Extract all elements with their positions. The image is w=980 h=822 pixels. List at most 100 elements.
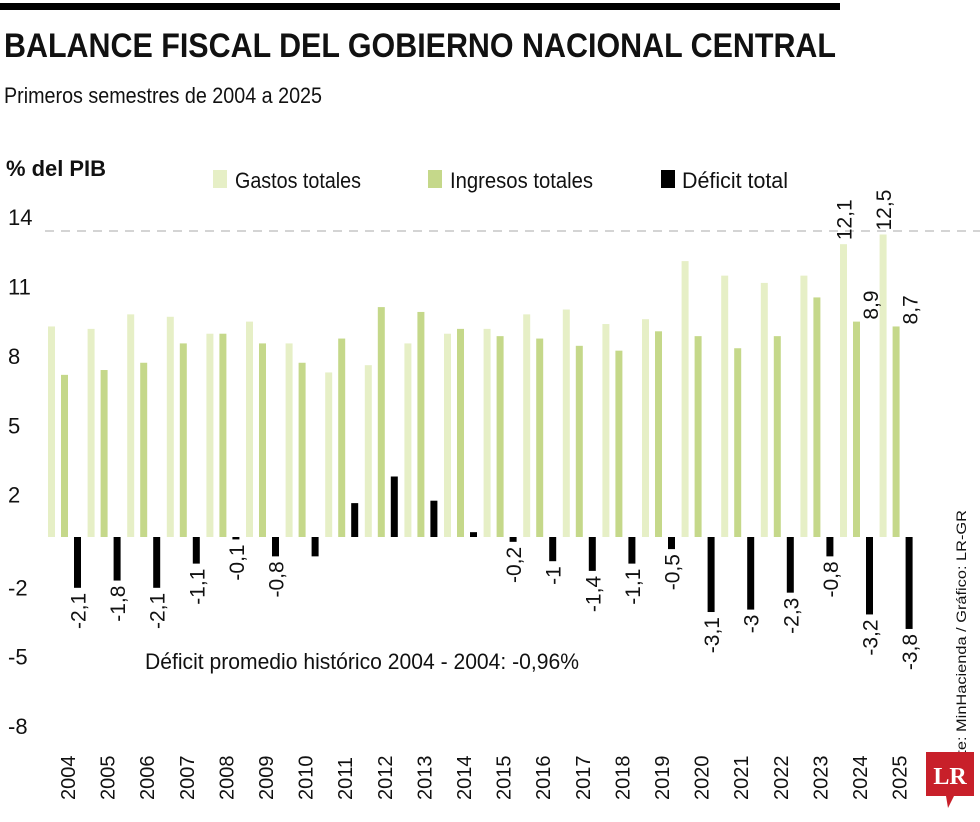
- deficit-data-label: -2,1: [68, 593, 91, 629]
- x-tick-label: 2008: [216, 756, 238, 801]
- bar-ingresos-2008: [219, 333, 227, 537]
- bar-ingresos-2021: [734, 348, 742, 537]
- bar-gastos-2018: [602, 324, 610, 537]
- x-tick-label: 2023: [810, 756, 832, 801]
- bar-deficit-2017: [588, 537, 596, 571]
- deficit-data-label: -1,1: [186, 569, 209, 605]
- deficit-data-label: -0,5: [662, 554, 685, 590]
- bar-gastos-2015: [483, 328, 491, 537]
- bars: [48, 234, 913, 629]
- legend-label-deficit: Déficit total: [682, 168, 788, 193]
- deficit-data-label: -1,8: [107, 586, 130, 622]
- bar-gastos-2009: [246, 321, 253, 537]
- y-axis-label: % del PIB: [6, 156, 106, 181]
- bar-deficit-2024: [866, 537, 873, 615]
- x-tick-label: 2004: [58, 756, 80, 801]
- logo-box: [926, 752, 974, 796]
- x-tick-label: 2010: [296, 756, 318, 801]
- bar-ingresos-2020: [694, 336, 702, 537]
- bar-deficit-2006: [153, 537, 161, 588]
- bar-gastos-2019: [642, 319, 649, 537]
- y-tick-label: 8: [8, 344, 20, 369]
- bar-deficit-2007: [192, 537, 200, 564]
- gastos-data-label: 12,5: [873, 190, 896, 231]
- bar-gastos-2014: [444, 333, 451, 537]
- bar-gastos-2013: [404, 343, 412, 537]
- bar-gastos-2006: [127, 314, 135, 537]
- y-tick-label: 5: [8, 413, 20, 438]
- bar-deficit-2012: [390, 476, 398, 537]
- top-rule: [0, 3, 840, 10]
- x-tick-label: 2014: [454, 756, 476, 801]
- x-tick-label: 2007: [177, 756, 199, 801]
- logo-tail: [946, 796, 954, 808]
- deficit-data-label: -3,8: [899, 634, 922, 670]
- bar-gastos-2022: [760, 282, 768, 537]
- bar-ingresos-2006: [140, 362, 148, 537]
- x-tick-label: 2012: [375, 756, 397, 801]
- deficit-data-label: -1,1: [622, 569, 645, 605]
- deficit-data-label: -2,3: [780, 598, 803, 634]
- bar-ingresos-2004: [61, 374, 68, 537]
- deficit-data-label: -0,8: [266, 561, 289, 597]
- chart-title: BALANCE FISCAL DEL GOBIERNO NACIONAL CEN…: [4, 27, 836, 65]
- x-tick-label: 2021: [731, 756, 753, 801]
- bar-ingresos-2009: [259, 343, 266, 537]
- bar-ingresos-2017: [575, 345, 583, 537]
- bar-deficit-2016: [549, 537, 557, 562]
- bar-ingresos-2007: [179, 343, 187, 537]
- x-axis: 2004 2005 2006 2007 2008 2009 2010 2011 2012 2013…: [58, 756, 912, 801]
- chart-subtitle: Primeros semestres de 2004 a 2025: [4, 83, 322, 108]
- x-tick-label: 2015: [494, 756, 516, 801]
- bar-deficit-2013: [430, 500, 438, 537]
- y-tick-label: -5: [8, 645, 28, 670]
- bar-gastos-2017: [562, 309, 570, 537]
- bar-deficit-2015: [509, 537, 517, 542]
- bar-deficit-2009: [272, 537, 279, 557]
- y-tick-label: 2: [8, 483, 20, 508]
- deficit-data-label: -2,1: [147, 593, 170, 629]
- y-tick-label: -2: [8, 575, 28, 600]
- bar-deficit-2025: [905, 537, 913, 629]
- ingresos-data-label: 8,7: [900, 295, 923, 324]
- bar-ingresos-2019: [655, 331, 662, 537]
- deficit-data-label: -0,8: [820, 561, 843, 597]
- bar-ingresos-2025: [892, 326, 900, 537]
- x-tick-label: 2009: [256, 756, 278, 801]
- bar-gastos-2004: [48, 326, 55, 537]
- bar-ingresos-2018: [615, 350, 623, 537]
- bar-ingresos-2014: [457, 328, 464, 537]
- bar-ingresos-2016: [536, 338, 544, 537]
- bar-deficit-2011: [351, 503, 359, 537]
- deficit-data-label: -1,4: [582, 576, 605, 613]
- legend-label-ingresos: Ingresos totales: [450, 168, 593, 193]
- bar-gastos-2024: [840, 244, 847, 537]
- deficit-data-label: -3,1: [701, 617, 724, 653]
- bar-gastos-2012: [364, 365, 372, 537]
- bar-ingresos-2005: [100, 370, 108, 537]
- bar-gastos-2008: [206, 333, 214, 537]
- bar-deficit-2023: [826, 537, 834, 557]
- bar-deficit-2020: [707, 537, 715, 613]
- bar-deficit-2008: [232, 537, 240, 540]
- bar-gastos-2025: [879, 234, 887, 537]
- bar-gastos-2005: [87, 328, 95, 537]
- bar-deficit-2021: [747, 537, 755, 610]
- legend-swatch-deficit: [661, 170, 675, 188]
- bar-gastos-2007: [166, 316, 174, 537]
- bar-deficit-2022: [786, 537, 794, 593]
- bar-deficit-2014: [470, 532, 477, 537]
- x-tick-label: 2011: [335, 757, 357, 800]
- gastos-data-label: 12,1: [834, 199, 857, 240]
- bar-gastos-2021: [721, 275, 729, 537]
- data-labels: -2,1 -1,8 -2,1 -1,1 -0,1 -0,8 -0,2 -1 -1,4 -1,1 -0…: [68, 190, 923, 671]
- bar-ingresos-2024: [853, 321, 860, 537]
- y-tick-label: 11: [8, 274, 31, 299]
- x-tick-label: 2016: [533, 756, 555, 801]
- legend-label-gastos: Gastos totales: [235, 168, 361, 193]
- legend-swatch-gastos: [213, 170, 227, 188]
- deficit-data-label: -0,2: [503, 547, 526, 583]
- bar-gastos-2011: [325, 372, 333, 537]
- deficit-data-label: -3: [741, 615, 764, 634]
